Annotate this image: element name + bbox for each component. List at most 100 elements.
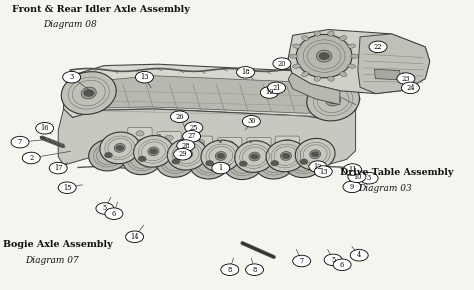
Polygon shape [64, 64, 360, 119]
Circle shape [350, 249, 368, 261]
Ellipse shape [167, 138, 207, 170]
Text: Diagram 08: Diagram 08 [44, 20, 97, 29]
Text: 8: 8 [252, 266, 256, 274]
Text: 9: 9 [350, 183, 354, 191]
Ellipse shape [284, 146, 324, 177]
Circle shape [84, 90, 93, 96]
Ellipse shape [238, 160, 249, 168]
Circle shape [328, 97, 338, 103]
Circle shape [206, 161, 213, 166]
Ellipse shape [310, 150, 320, 159]
Circle shape [116, 146, 123, 150]
Ellipse shape [255, 147, 295, 179]
Circle shape [58, 182, 76, 193]
Circle shape [242, 115, 260, 127]
Text: 1: 1 [219, 164, 223, 172]
Text: 6: 6 [340, 261, 344, 269]
Text: 3: 3 [70, 73, 74, 81]
Text: Drive Table Assembly: Drive Table Assembly [340, 168, 453, 177]
Circle shape [314, 166, 332, 177]
Ellipse shape [103, 151, 114, 160]
Ellipse shape [307, 80, 359, 121]
Circle shape [105, 208, 123, 220]
Ellipse shape [301, 36, 309, 40]
Circle shape [197, 139, 205, 145]
Ellipse shape [61, 72, 116, 115]
Ellipse shape [148, 147, 159, 156]
FancyBboxPatch shape [247, 137, 271, 150]
Text: 24: 24 [406, 84, 415, 92]
Polygon shape [288, 30, 430, 94]
Ellipse shape [249, 152, 260, 161]
Text: 21: 21 [272, 84, 281, 92]
Ellipse shape [340, 36, 346, 40]
Circle shape [260, 87, 278, 98]
Circle shape [267, 82, 285, 94]
Ellipse shape [326, 95, 340, 106]
Circle shape [63, 71, 81, 83]
Circle shape [369, 41, 387, 53]
Ellipse shape [269, 159, 280, 168]
Text: 11: 11 [348, 166, 357, 173]
Ellipse shape [122, 143, 162, 175]
Ellipse shape [301, 72, 309, 77]
Ellipse shape [290, 54, 298, 58]
Text: Diagram 07: Diagram 07 [26, 256, 79, 265]
Ellipse shape [293, 64, 301, 68]
Text: 16: 16 [40, 124, 49, 132]
Circle shape [173, 159, 180, 164]
Ellipse shape [317, 50, 332, 62]
Circle shape [283, 154, 290, 158]
Text: 19: 19 [265, 88, 273, 97]
Ellipse shape [266, 140, 306, 172]
Circle shape [311, 152, 319, 157]
Text: 30: 30 [247, 117, 255, 125]
Ellipse shape [223, 148, 263, 180]
Ellipse shape [328, 76, 334, 81]
Text: 18: 18 [241, 68, 250, 76]
Ellipse shape [156, 146, 196, 177]
Text: Bogie Axle Assembly: Bogie Axle Assembly [3, 240, 112, 249]
Ellipse shape [351, 54, 359, 58]
Polygon shape [288, 73, 340, 105]
Circle shape [185, 122, 203, 133]
Circle shape [251, 154, 258, 159]
Ellipse shape [299, 157, 310, 166]
Circle shape [226, 141, 234, 146]
Ellipse shape [314, 76, 320, 81]
Ellipse shape [340, 72, 346, 77]
Circle shape [273, 58, 291, 69]
Text: 7: 7 [300, 257, 304, 265]
Circle shape [36, 122, 54, 134]
Ellipse shape [348, 64, 356, 68]
Circle shape [136, 131, 144, 136]
Circle shape [255, 141, 263, 146]
Ellipse shape [100, 132, 140, 164]
Circle shape [105, 153, 112, 157]
FancyBboxPatch shape [218, 137, 242, 150]
Text: 26: 26 [175, 113, 184, 121]
Polygon shape [75, 76, 346, 114]
Text: 3: 3 [367, 174, 371, 182]
Circle shape [150, 149, 157, 154]
Circle shape [49, 162, 67, 174]
Circle shape [401, 82, 419, 94]
Text: 25: 25 [190, 124, 198, 132]
Text: 22: 22 [374, 43, 383, 51]
Circle shape [96, 203, 114, 214]
FancyBboxPatch shape [189, 136, 213, 148]
Circle shape [11, 136, 29, 148]
Text: 10: 10 [353, 173, 361, 181]
Ellipse shape [293, 44, 301, 48]
Ellipse shape [201, 140, 241, 172]
Circle shape [344, 164, 362, 175]
Ellipse shape [190, 147, 229, 179]
Text: 15: 15 [63, 184, 72, 192]
Circle shape [301, 160, 308, 164]
Ellipse shape [296, 35, 352, 78]
Circle shape [139, 157, 146, 161]
Text: 28: 28 [182, 142, 190, 150]
Text: Front & Rear Idler Axle Assembly: Front & Rear Idler Axle Assembly [12, 5, 190, 14]
Ellipse shape [137, 155, 148, 163]
Circle shape [240, 162, 247, 166]
